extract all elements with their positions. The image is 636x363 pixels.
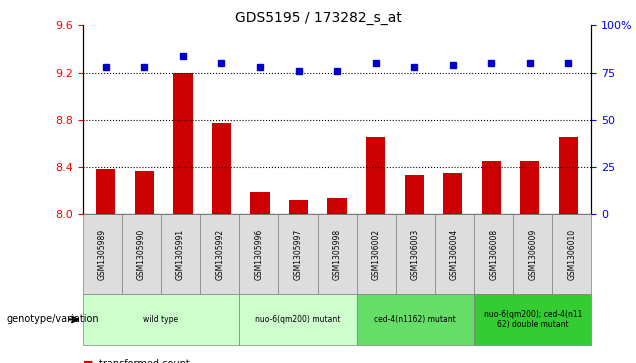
Text: GDS5195 / 173282_s_at: GDS5195 / 173282_s_at [235,11,401,25]
Bar [481,161,501,214]
Text: ced-4(n1162) mutant: ced-4(n1162) mutant [375,315,456,324]
Text: genotype/variation: genotype/variation [6,314,99,325]
Text: GSM1306002: GSM1306002 [371,229,381,280]
Bar [328,197,347,214]
Text: GSM1305990: GSM1305990 [137,228,146,280]
Bar [366,138,385,214]
Text: GSM1306009: GSM1306009 [529,228,537,280]
Bar [251,192,270,214]
Text: nuo-6(qm200) mutant: nuo-6(qm200) mutant [255,315,341,324]
Bar [289,200,308,214]
Bar [558,138,578,214]
Bar [404,175,424,214]
Text: GSM1306003: GSM1306003 [411,228,420,280]
Text: nuo-6(qm200); ced-4(n11
62) double mutant: nuo-6(qm200); ced-4(n11 62) double mutan… [483,310,582,329]
Text: GSM1306008: GSM1306008 [489,229,498,280]
Text: GSM1305991: GSM1305991 [176,229,185,280]
Bar [96,169,116,214]
Bar [135,171,154,214]
Bar [443,173,462,214]
Text: GSM1306010: GSM1306010 [567,229,576,280]
Bar [212,123,231,214]
Text: GSM1305997: GSM1305997 [293,228,303,280]
Text: transformed count: transformed count [99,359,190,363]
Text: GSM1306004: GSM1306004 [450,228,459,280]
Text: ■: ■ [83,359,93,363]
Text: GSM1305996: GSM1305996 [254,228,263,280]
Bar [520,161,539,214]
Text: wild type: wild type [143,315,179,324]
Text: GSM1305989: GSM1305989 [98,229,107,280]
Text: GSM1305998: GSM1305998 [333,229,342,280]
Text: GSM1305992: GSM1305992 [215,229,224,280]
Bar [173,73,193,214]
